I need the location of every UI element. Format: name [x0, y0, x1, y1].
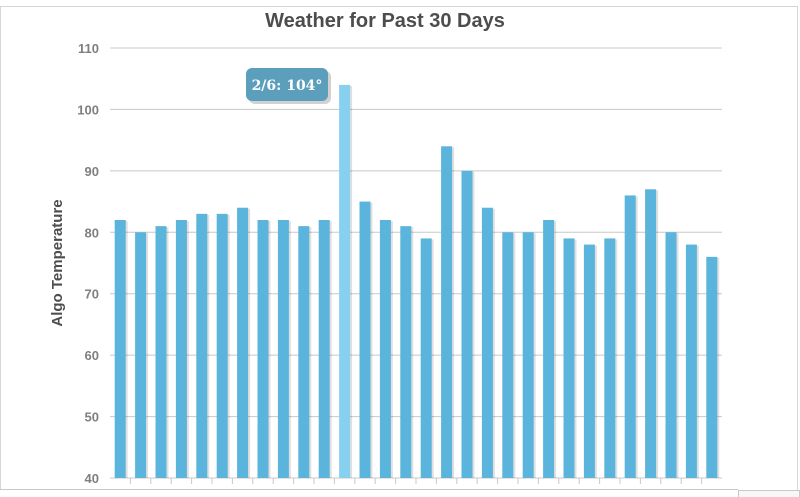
y-tick-label: 100	[77, 102, 99, 117]
bar-fill	[502, 232, 514, 478]
bar[interactable]	[563, 238, 577, 478]
bar-fill	[196, 213, 208, 478]
bar[interactable]	[685, 244, 699, 478]
bar[interactable]	[400, 226, 414, 478]
bar-series	[114, 84, 720, 479]
bar[interactable]	[155, 226, 169, 478]
bar-fill	[563, 238, 575, 478]
bar-fill	[543, 220, 555, 478]
bar[interactable]	[441, 146, 455, 479]
bar-fill	[665, 232, 677, 478]
tooltip: 2/6: 104°	[246, 68, 331, 104]
bar-fill	[481, 207, 493, 478]
bar-fill	[359, 201, 371, 479]
y-tick-label: 70	[85, 287, 99, 302]
bar[interactable]	[665, 232, 679, 478]
bar[interactable]	[379, 220, 393, 478]
chart-bottom-border	[0, 489, 738, 490]
y-tick-label: 90	[85, 164, 99, 179]
bar[interactable]	[604, 238, 618, 478]
bar[interactable]	[543, 220, 557, 478]
bar[interactable]	[114, 220, 128, 478]
y-tick-label: 110	[78, 41, 99, 56]
bar-fill	[175, 220, 187, 478]
bar[interactable]	[196, 213, 210, 478]
bar-fill	[298, 226, 310, 478]
y-axis-label: Algo Temperature	[49, 199, 66, 326]
bar[interactable]	[175, 220, 189, 478]
y-tick-label: 50	[85, 410, 99, 425]
bar-fill	[624, 195, 636, 478]
bar[interactable]	[135, 232, 149, 478]
bar-fill	[400, 226, 412, 478]
chart-title: Weather for Past 30 Days	[265, 10, 505, 32]
bar[interactable]	[522, 232, 536, 478]
y-tick-label: 80	[85, 225, 99, 240]
bar-fill	[114, 220, 126, 478]
bar[interactable]	[481, 207, 495, 478]
x-axis-ticks	[129, 478, 703, 484]
y-tick-label: 60	[85, 348, 99, 363]
bar-fill	[216, 213, 228, 478]
bar[interactable]	[216, 213, 230, 478]
bar-fill	[441, 146, 453, 479]
bar[interactable]	[645, 189, 659, 479]
bar-fill	[604, 238, 616, 478]
bar[interactable]	[237, 207, 251, 478]
bar-fill	[461, 170, 473, 478]
bar[interactable]	[461, 170, 475, 478]
tooltip-box	[246, 68, 328, 101]
bar[interactable]	[420, 238, 434, 478]
bar-fill	[277, 220, 289, 478]
bar[interactable]	[502, 232, 516, 478]
bar[interactable]	[624, 195, 638, 478]
bar[interactable]	[359, 201, 373, 479]
bar-fill	[420, 238, 432, 478]
bar[interactable]	[298, 226, 312, 478]
bar-fill	[257, 220, 269, 478]
bar[interactable]	[706, 256, 720, 478]
bar-fill	[155, 226, 167, 478]
tooltip-text: 2/6: 104°	[252, 78, 323, 94]
bar-fill	[583, 244, 595, 478]
bar-fill	[237, 207, 249, 478]
chart-frame	[0, 6, 798, 490]
y-axis: 40 50 60 70 80 90 100 110	[77, 41, 99, 486]
bar-fill	[645, 189, 657, 479]
bar-fill	[706, 256, 718, 478]
bar-fill	[339, 84, 351, 478]
bar[interactable]	[257, 220, 271, 478]
bar-fill	[685, 244, 697, 478]
bar[interactable]	[318, 220, 332, 478]
bar[interactable]	[277, 220, 291, 478]
bar[interactable]	[583, 244, 597, 478]
y-tick-label: 40	[85, 471, 99, 486]
bar-fill	[379, 220, 391, 478]
bar-fill	[318, 220, 330, 478]
bar[interactable]	[339, 84, 353, 478]
bar-fill	[522, 232, 534, 478]
bar-fill	[135, 232, 147, 478]
